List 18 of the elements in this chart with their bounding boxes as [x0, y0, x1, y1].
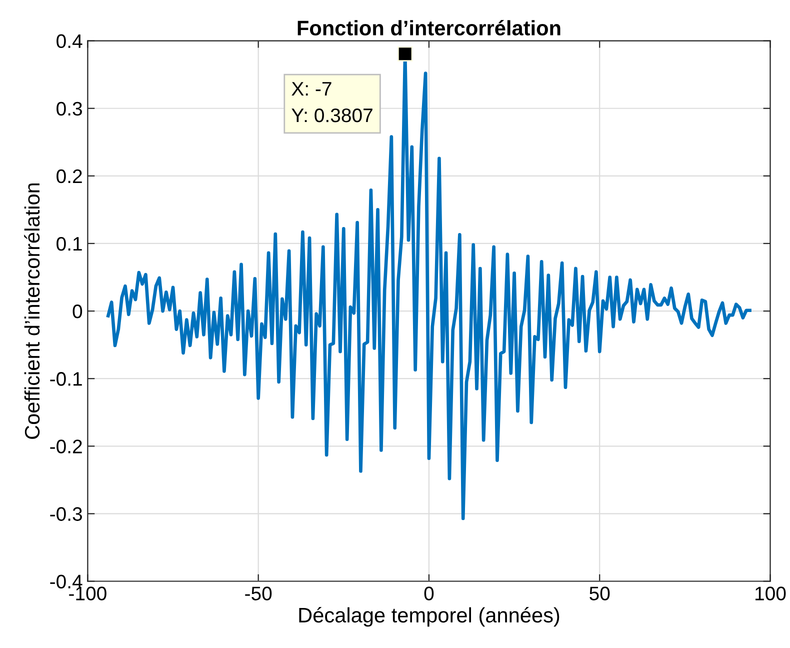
- y-axis-title: Coefficient d’intercorrélation: [24, 183, 40, 439]
- y-tick-label: 0: [72, 304, 82, 318]
- x-tick-label: -100: [69, 586, 106, 600]
- y-tick-label: 0.1: [56, 236, 82, 251]
- y-tick-label: -0.1: [50, 372, 82, 386]
- annotation: X: -7 Y: 0.3807: [292, 82, 372, 122]
- y-tick-label: 0.2: [56, 169, 82, 184]
- y-tick-label: -0.2: [50, 440, 82, 454]
- chart-title: Fonction d’intercorrélation: [298, 20, 560, 36]
- x-tick-label: -50: [245, 586, 272, 600]
- y-tick-label: -0.4: [50, 574, 82, 588]
- x-tick-label: 0: [424, 586, 434, 600]
- y-tick-label: -0.3: [50, 507, 82, 521]
- x-tick-label: 50: [590, 586, 610, 600]
- x-tick-label: 100: [756, 586, 786, 600]
- y-tick-label: 0.3: [56, 102, 82, 116]
- y-tick-label: 0.4: [56, 34, 82, 48]
- x-axis-title: Décalage temporel (années): [299, 607, 560, 627]
